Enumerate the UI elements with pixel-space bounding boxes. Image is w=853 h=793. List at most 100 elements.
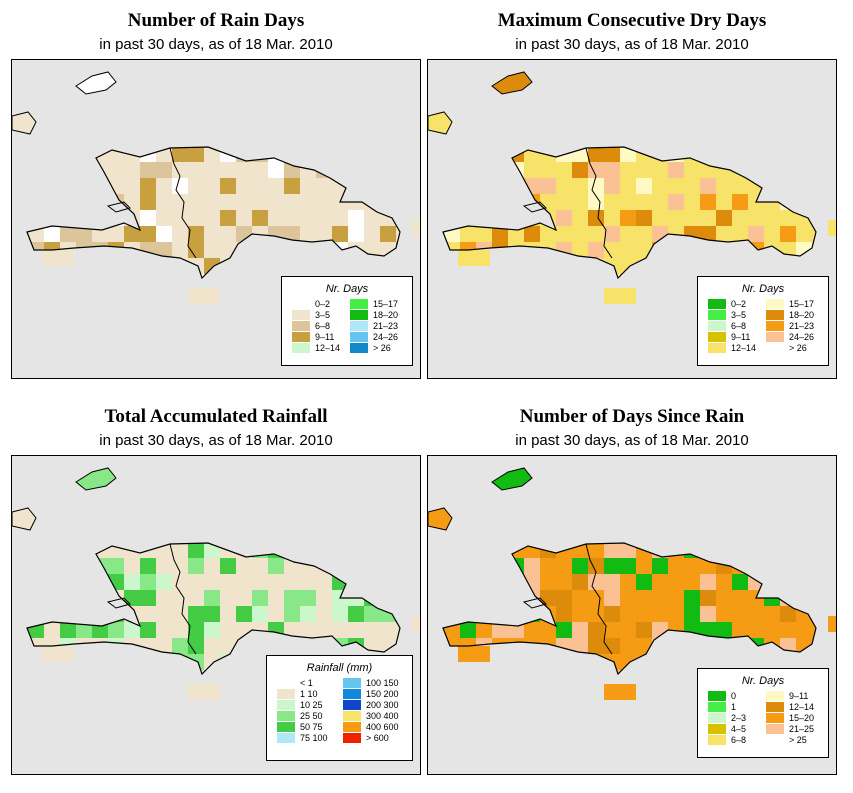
grid-cell [268, 258, 284, 274]
grid-cell [684, 638, 700, 654]
grid-cell [524, 178, 540, 194]
grid-cell [556, 242, 572, 258]
grid-cell [332, 162, 348, 178]
grid-cell [796, 210, 812, 226]
legend-entry: 100 150 [343, 677, 399, 688]
grid-cell [556, 162, 572, 178]
legend-entry: 75 100 [277, 732, 328, 743]
grid-cell [364, 258, 380, 274]
grid-cell [172, 606, 188, 622]
grid-cell [396, 194, 400, 210]
grid-cell [604, 543, 620, 558]
grid-cell [124, 226, 140, 242]
grid-cell [780, 258, 796, 274]
grid-cell [172, 622, 188, 638]
grid-cell [668, 638, 684, 654]
grid-cell [236, 178, 252, 194]
grid-cell [444, 686, 460, 702]
grid-cell [684, 242, 700, 258]
grid-cell [204, 178, 220, 194]
grid-cell [188, 590, 204, 606]
grid-cell [444, 558, 460, 574]
grid-cell [108, 178, 124, 194]
grid-cell [412, 290, 420, 306]
grid-cell [524, 226, 540, 242]
legend-label: 75 100 [300, 732, 328, 743]
grid-cell [443, 654, 444, 670]
grid-cell [140, 654, 156, 670]
legend-swatch [766, 320, 784, 331]
legend-swatch [708, 734, 726, 745]
grid-cell [396, 226, 400, 242]
grid-cell [700, 590, 716, 606]
grid-cell [620, 210, 636, 226]
legend-label: 6–8 [315, 320, 331, 331]
grid-cell [76, 194, 92, 210]
grid-cell [474, 250, 490, 266]
grid-cell [620, 194, 636, 210]
grid-cell [716, 622, 732, 638]
grid-cell [140, 130, 156, 146]
grid-cell [92, 210, 108, 226]
legend-label: 0 [731, 690, 737, 701]
grid-cell [684, 130, 700, 146]
grid-cell [588, 210, 604, 226]
legend-label: > 26 [373, 342, 391, 353]
grid-cell [412, 542, 420, 558]
grid-cell [76, 606, 92, 622]
grid-cell [460, 290, 476, 306]
grid-cell [204, 558, 220, 574]
grid-cell [556, 574, 572, 590]
legend-label: 15–17 [373, 298, 399, 309]
grid-cell [572, 686, 588, 702]
grid-cell [620, 574, 636, 590]
grid-cell [27, 242, 28, 258]
grid-cell [412, 274, 420, 290]
grid-cell [236, 606, 252, 622]
grid-cell [508, 194, 524, 210]
grid-cell [700, 226, 716, 242]
grid-cell [172, 210, 188, 226]
grid-cell [828, 274, 836, 290]
grid-cell [780, 574, 796, 590]
grid-cell [28, 290, 44, 306]
grid-cell [284, 543, 300, 558]
grid-cell [172, 543, 188, 558]
grid-cell [60, 590, 76, 606]
grid-cell [460, 178, 476, 194]
grid-cell [572, 526, 588, 542]
grid-cell [620, 130, 636, 146]
grid-cell [108, 258, 124, 274]
legend-entry: < 1 [277, 677, 313, 688]
grid-cell [364, 210, 380, 226]
grid-cell [684, 258, 700, 274]
legend-entry: 21–23 [350, 320, 398, 331]
grid-cell [188, 258, 204, 274]
grid-cell [332, 130, 348, 146]
legend-entry: 0 [708, 690, 736, 701]
grid-cell [458, 250, 474, 266]
grid-cell [44, 526, 60, 542]
grid-cell [540, 558, 556, 574]
grid-cell [458, 646, 474, 662]
grid-cell [652, 670, 668, 674]
grid-cell [412, 616, 420, 632]
grid-cell [636, 130, 652, 146]
grid-cell [268, 590, 284, 606]
grid-cell [92, 258, 108, 274]
grid-cell [92, 526, 108, 542]
legend-swatch [708, 690, 726, 701]
grid-cell [588, 638, 604, 654]
grid-cell [156, 638, 172, 654]
grid-cell [28, 162, 44, 178]
grid-cell [92, 670, 108, 674]
grid-cell [636, 178, 652, 194]
legend-entry: 24–26 [350, 331, 398, 342]
grid-cell [236, 290, 252, 306]
grid-cell [28, 654, 44, 670]
legend-title: Nr. Days [741, 283, 785, 295]
grid-cell [316, 226, 332, 242]
grid-cell [108, 526, 124, 542]
legend-entry: 15–17 [350, 298, 398, 309]
legend-title: Rainfall (mm) [306, 662, 373, 674]
